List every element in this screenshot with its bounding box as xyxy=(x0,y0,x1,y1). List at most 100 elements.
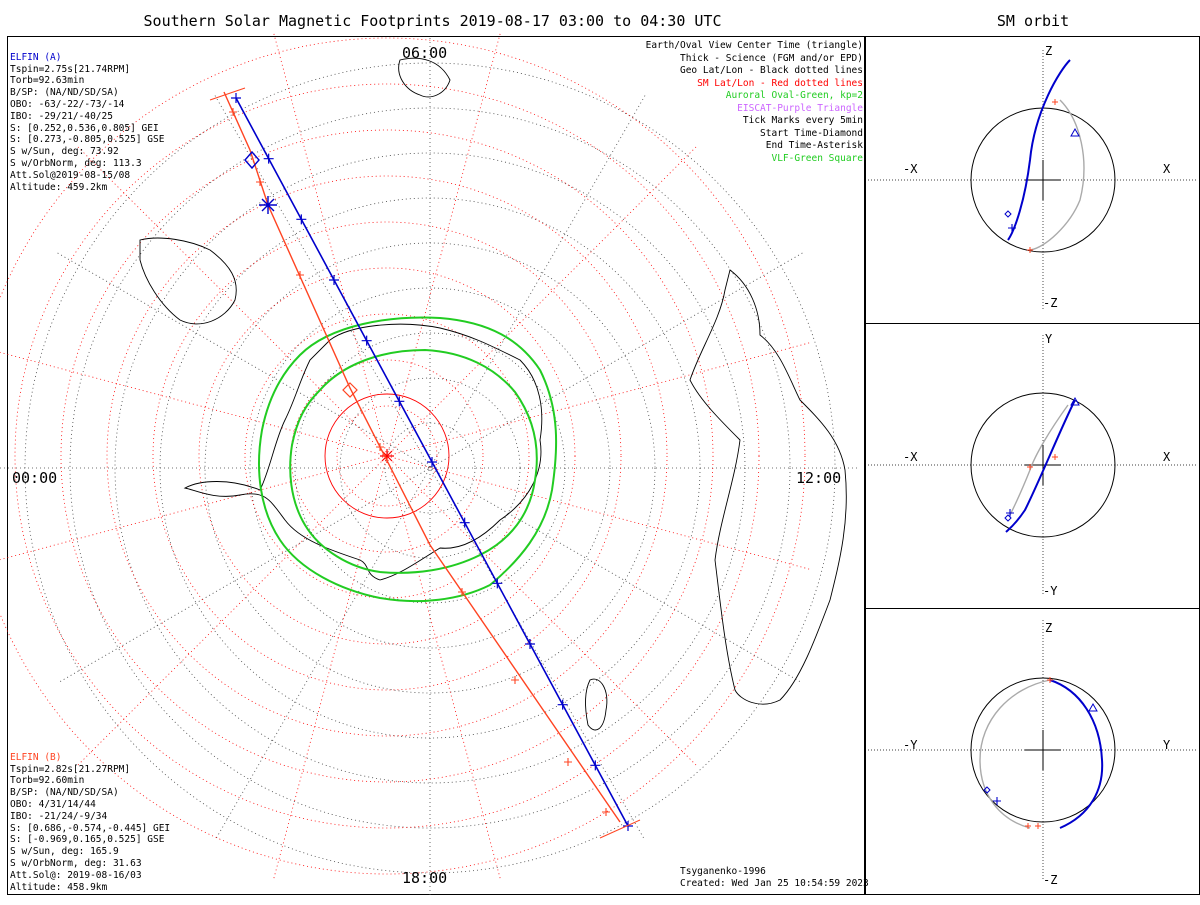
orbit2-left-label: -X xyxy=(903,450,918,464)
elfin-b-track xyxy=(223,91,621,823)
orbit-elfin-b-marker xyxy=(1035,823,1041,829)
model-label: Tsyganenko-1996 xyxy=(680,866,766,877)
elfin-a-tick xyxy=(231,93,241,103)
orbit2-bottom-label: -Y xyxy=(1043,584,1058,598)
elfin-a-line: S: [0.273,-0.805,0.525] GSE xyxy=(10,134,165,146)
orbit3-bottom-label: -Z xyxy=(1043,873,1058,887)
geo-lon-line xyxy=(57,252,803,684)
elfin-a-tick xyxy=(557,699,568,710)
elfin-a-line: IBO: -29/21/-40/25 xyxy=(10,110,113,122)
elfin-b-line: S w/Sun, deg: 165.9 xyxy=(10,846,119,858)
south-america-coast xyxy=(689,269,847,705)
sm-inner-circle xyxy=(324,393,450,519)
orbit1-bottom-label: -Z xyxy=(1043,296,1058,310)
geo-lat-circle xyxy=(24,62,836,874)
elfin-a-line: Tspin=2.75s[21.74RPM] xyxy=(10,63,131,75)
elfin-a-info: ELFIN (A) Tspin=2.75s[21.74RPM] Torb=92.63… xyxy=(10,40,164,205)
elfin-a-name: ELFIN (A) xyxy=(10,51,62,63)
sm-lat-circle xyxy=(60,129,714,783)
sm-lon-line xyxy=(386,455,813,571)
orbit3-center-cross xyxy=(1025,730,1061,770)
sm-lat-circle xyxy=(290,359,484,553)
elfin-b-tick xyxy=(376,443,384,451)
geo-lon-line xyxy=(57,252,803,684)
geo-lat-circle xyxy=(204,242,656,694)
elfin-b-info: ELFIN (B) Tspin=2.82s[21.27RPM] Torb=92.60… xyxy=(10,740,170,905)
sm-lat-circle xyxy=(14,83,760,829)
sm-lat-circle xyxy=(336,405,438,507)
elfin-b-line: IBO: -21/24/-9/34 xyxy=(10,810,108,822)
elfin-a-tick xyxy=(263,153,274,164)
orbit3-end-asterisk xyxy=(993,797,1001,805)
orbit-elfin-b-marker xyxy=(1027,247,1033,253)
island-coast xyxy=(398,57,451,98)
elfin-a-line: Torb=92.63min xyxy=(10,75,85,87)
sm-lon-line xyxy=(0,351,388,457)
orbit-elfin-b-marker xyxy=(1047,677,1053,683)
elfin-a-line: Att.Sol@2019-08-15/08 xyxy=(10,169,131,181)
created-label: Created: Wed Jan 25 10:54:59 2023 xyxy=(680,878,869,889)
elfin-a-tick xyxy=(623,821,633,831)
orbit-elfin-b-marker xyxy=(1027,464,1033,470)
elfin-a-tick xyxy=(427,457,437,467)
auroral-oval-outer xyxy=(258,316,558,603)
geo-lat-circle xyxy=(69,107,791,829)
orbit3-elfin-a-orbit xyxy=(1049,679,1104,829)
antarctica-coast xyxy=(183,323,543,581)
elfin-b-line: Torb=92.60min xyxy=(10,775,85,787)
orbit3-start-diamond xyxy=(983,786,991,794)
sm-lat-circle xyxy=(106,175,668,737)
elfin-b-line: Altitude: 458.9km xyxy=(10,881,108,893)
time-label-left: 00:00 xyxy=(12,469,58,487)
elfin-a-tick xyxy=(394,396,405,407)
elfin-a-line: B/SP: (NA/ND/SD/SA) xyxy=(10,87,119,99)
elfin-b-tick xyxy=(511,676,519,684)
geo-lat-circle xyxy=(114,152,746,784)
sm-lon-line xyxy=(386,30,502,457)
elfin-b-end-mark xyxy=(599,819,641,839)
sm-lon-line xyxy=(386,455,699,768)
time-label-top: 06:00 xyxy=(402,44,448,62)
auroral-oval-inner xyxy=(289,348,538,574)
legend: Earth/Oval View Center Time (triangle) Th… xyxy=(646,40,863,165)
elfin-a-tick xyxy=(590,760,601,771)
sm-lat-circle xyxy=(152,221,622,691)
orbit-plots xyxy=(868,50,1198,880)
sm-lat-circle xyxy=(0,37,806,875)
orbit1-top-label: Z xyxy=(1045,44,1053,58)
sm-lon-line xyxy=(386,455,502,882)
elfin-b-start-diamond xyxy=(342,382,358,398)
elfin-a-line: S w/Sun, deg: 73.92 xyxy=(10,146,119,158)
elfin-a-tick xyxy=(492,578,503,589)
orbit2-right-label: X xyxy=(1163,450,1171,464)
elfin-b-end-mark xyxy=(209,87,246,101)
elfin-a-line: S: [0.252,0.536,0.805] GEI xyxy=(10,122,159,134)
elfin-b-line: B/SP: (NA/ND/SD/SA) xyxy=(10,787,119,799)
new-zealand-coast xyxy=(585,678,608,731)
orbit-elfin-b-marker xyxy=(1025,823,1031,829)
orbit3-triangle-marker xyxy=(1088,702,1098,712)
orbit3-right-label: Y xyxy=(1163,738,1171,752)
geo-lon-line xyxy=(214,95,646,841)
orbit3-left-label: -Y xyxy=(903,738,918,752)
footer: Tsyganenko-1996 Created: Wed Jan 25 10:54… xyxy=(680,866,869,890)
time-label-bottom: 18:00 xyxy=(402,869,448,887)
orbit1-end-asterisk xyxy=(1008,224,1016,232)
orbit2-center-cross xyxy=(1025,445,1061,485)
elfin-b-tick xyxy=(229,108,237,116)
geo-lon-line xyxy=(214,95,646,841)
elfin-a-tick xyxy=(296,214,307,225)
legend-item: SM Lat/Lon - Red dotted lines xyxy=(697,77,863,89)
orbit2-top-label: Y xyxy=(1045,332,1053,346)
elfin-a-line: Altitude: 459.2km xyxy=(10,181,108,193)
legend-item: EISCAT-Purple Triangle xyxy=(737,102,863,114)
elfin-a-line: S w/OrbNorm, deg: 113.3 xyxy=(10,157,142,169)
orbit3-top-label: Z xyxy=(1045,621,1053,635)
geo-lat-circle xyxy=(249,287,611,649)
sm-lon-line xyxy=(386,144,699,457)
geo-lat-circle xyxy=(384,422,476,514)
legend-item: Earth/Oval View Center Time (triangle) xyxy=(645,40,863,51)
elfin-b-tick xyxy=(458,588,466,596)
elfin-a-line: OBO: -63/-22/-73/-14 xyxy=(10,98,125,110)
